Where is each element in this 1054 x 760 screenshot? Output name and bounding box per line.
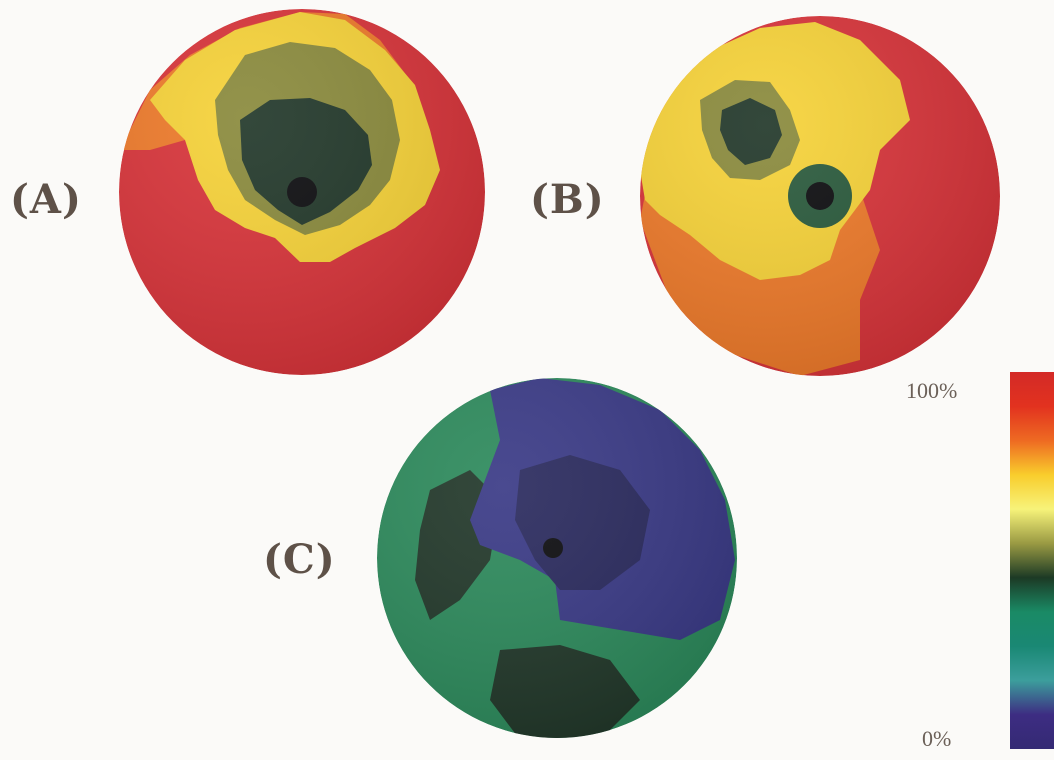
panel-label-a: (A) (10, 176, 82, 223)
map-b-shading (640, 16, 1000, 376)
polar-map-b (640, 16, 1000, 376)
colorbar-min-label: 0% (922, 726, 952, 751)
polar-map-c (377, 378, 737, 738)
panel-label-b: (B) (530, 176, 605, 223)
map-a-shading (119, 9, 485, 375)
panel-label-c: (C) (263, 536, 336, 583)
polar-map-a (119, 9, 485, 375)
map-c-shading (377, 378, 737, 738)
colorbar (1010, 372, 1054, 749)
colorbar-max-label: 100% (906, 378, 958, 403)
